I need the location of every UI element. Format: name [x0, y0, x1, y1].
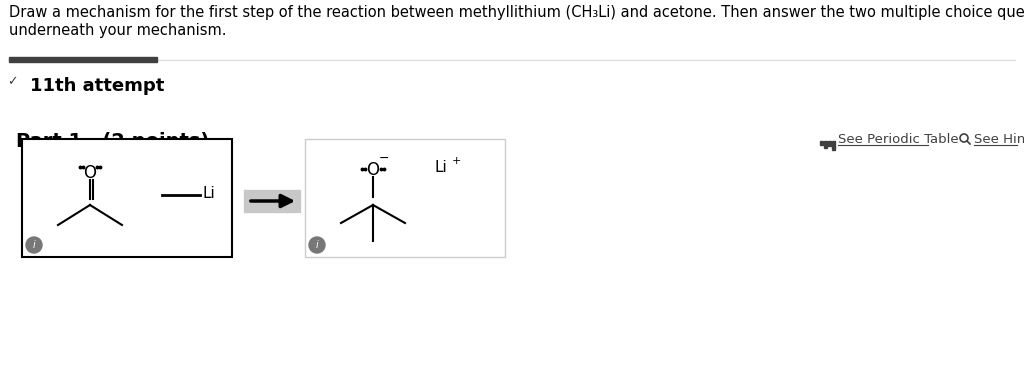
Text: +: + [452, 156, 462, 166]
Bar [828, 141, 831, 146]
Circle shape [309, 237, 325, 253]
Text: Part 1   (2 points): Part 1 (2 points) [16, 132, 209, 151]
Text: See Periodic Table: See Periodic Table [838, 133, 958, 146]
Bar [9, 57, 157, 62]
Text: 11th attempt: 11th attempt [30, 77, 165, 95]
Text: underneath your mechanism.: underneath your mechanism. [9, 23, 226, 38]
Bar [820, 141, 823, 145]
Text: See Hint: See Hint [974, 133, 1024, 146]
Circle shape [26, 237, 42, 253]
Text: i: i [33, 240, 36, 250]
Bar [824, 141, 827, 148]
Bar [831, 141, 835, 150]
Text: Li: Li [202, 185, 215, 200]
Text: i: i [315, 240, 318, 250]
Text: O: O [367, 161, 380, 179]
Bar [22, 139, 232, 257]
Bar [244, 190, 300, 212]
Text: −: − [379, 151, 389, 164]
Text: Li: Li [435, 159, 447, 175]
Text: Draw a mechanism for the first step of the reaction between methyllithium (CH₃Li: Draw a mechanism for the first step of t… [9, 5, 1024, 20]
Text: O: O [84, 164, 96, 182]
Bar [305, 139, 505, 257]
Text: ✓: ✓ [7, 75, 17, 88]
